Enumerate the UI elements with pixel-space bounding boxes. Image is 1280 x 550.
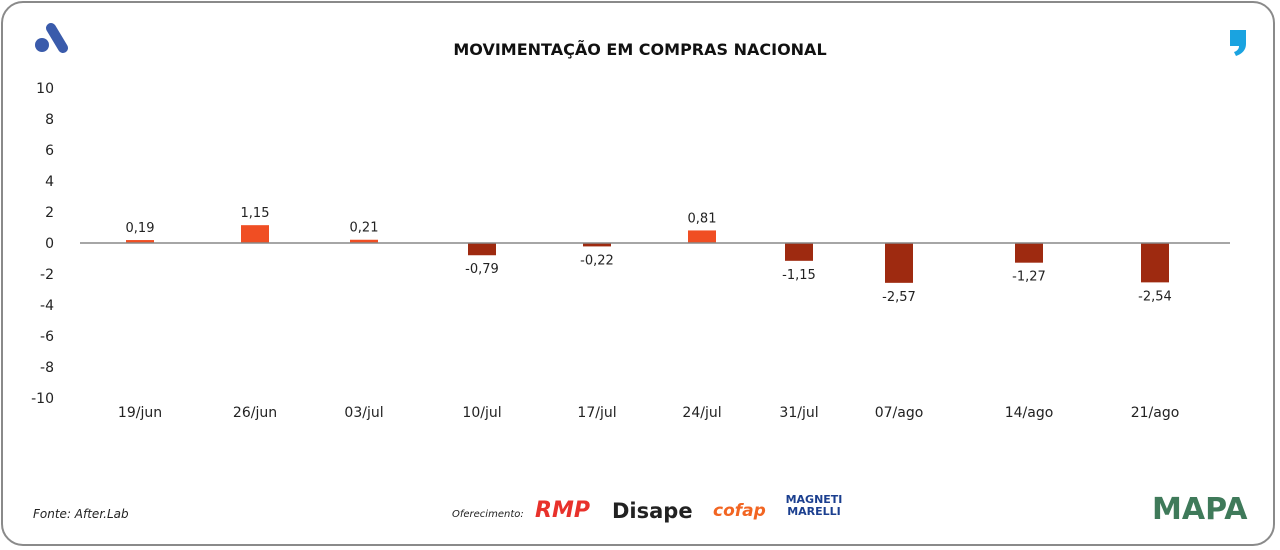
sponsor-logo-cofap: cofap (713, 501, 766, 521)
y-tick-label: 4 (45, 174, 54, 190)
y-tick-label: 0 (45, 236, 54, 252)
sponsor-label: Oferecimento: (452, 509, 524, 520)
y-tick-label: 6 (45, 143, 54, 159)
bar (1141, 243, 1169, 283)
data-label: -2,57 (882, 290, 916, 305)
data-label: -2,54 (1138, 289, 1172, 304)
x-tick-label: 17/jul (577, 405, 616, 421)
y-tick-label: -10 (31, 391, 54, 407)
y-tick-label: -2 (40, 267, 54, 283)
x-tick-label: 19/jun (118, 405, 162, 421)
source-note: Fonte: After.Lab (33, 507, 129, 521)
bar (468, 243, 496, 256)
bar (1015, 243, 1043, 263)
x-tick-label: 26/jun (233, 405, 277, 421)
bar (785, 243, 813, 261)
sponsor-logo-rmp: RMP (535, 498, 590, 523)
y-tick-label: 2 (45, 205, 54, 221)
x-tick-label: 07/ago (875, 405, 924, 421)
sponsor-logo-magneti-marelli: MAGNETI MARELLI (785, 493, 843, 518)
bar (241, 225, 269, 243)
data-label: 0,21 (350, 221, 379, 236)
y-tick-label: -8 (40, 360, 54, 376)
sponsor-logo-disape: Disape (612, 499, 693, 523)
data-label: 0,19 (126, 221, 155, 236)
x-tick-label: 21/ago (1131, 405, 1180, 421)
x-tick-label: 31/jul (779, 405, 818, 421)
x-tick-label: 14/ago (1005, 405, 1054, 421)
data-label: 1,15 (241, 206, 270, 221)
brand-logo-mapa: MAPA (1152, 492, 1248, 527)
data-label: 0,81 (688, 211, 717, 226)
data-label: -1,15 (782, 268, 816, 283)
bar (126, 240, 154, 243)
bar (688, 230, 716, 243)
y-tick-label: 8 (45, 112, 54, 128)
x-tick-label: 03/jul (344, 405, 383, 421)
x-tick-label: 10/jul (462, 405, 501, 421)
quote-icon (1230, 30, 1246, 56)
brand-a-logo-icon (35, 23, 68, 53)
bar (583, 243, 611, 247)
bar (350, 239, 378, 243)
data-label: -0,22 (580, 253, 614, 268)
data-label: -1,27 (1012, 270, 1046, 285)
y-tick-label: -4 (40, 298, 54, 314)
bar (885, 243, 913, 283)
chart-title: MOVIMENTAÇÃO EM COMPRAS NACIONAL (453, 40, 827, 59)
y-tick-label: 10 (36, 81, 54, 97)
y-tick-label: -6 (40, 329, 54, 345)
data-label: -0,79 (465, 262, 499, 277)
x-tick-label: 24/jul (682, 405, 721, 421)
bar-chart: 10 8 6 4 2 0 -2 -4 -6 -8 -10 0,19 19/jun 1,15 26/jun 0,… (31, 81, 1230, 421)
